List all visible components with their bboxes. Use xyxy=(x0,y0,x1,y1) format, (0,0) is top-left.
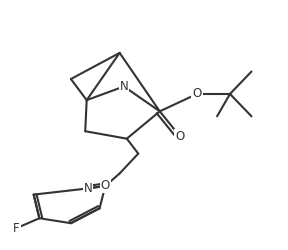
Text: F: F xyxy=(13,222,20,235)
Text: N: N xyxy=(84,182,92,195)
Text: O: O xyxy=(175,130,184,143)
Text: O: O xyxy=(192,88,202,101)
Text: N: N xyxy=(120,80,128,93)
Text: O: O xyxy=(101,180,110,192)
